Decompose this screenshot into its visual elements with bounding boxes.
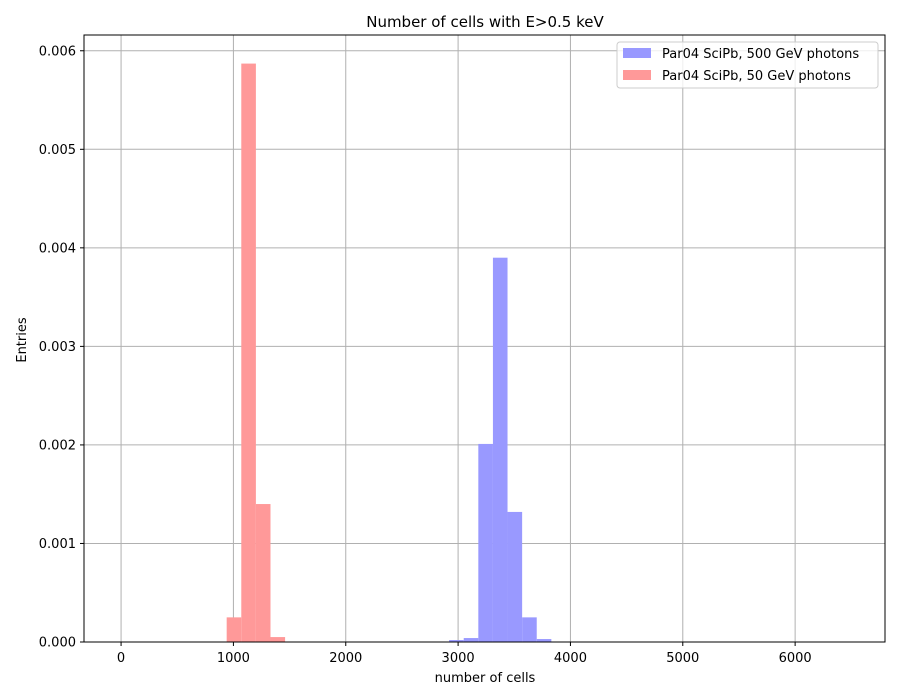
y-tick-label: 0.001 xyxy=(39,537,76,552)
bar-500gev-2 xyxy=(478,443,493,642)
y-tick-label: 0.000 xyxy=(39,636,76,651)
legend: Par04 SciPb, 500 GeV photons Par04 SciPb… xyxy=(616,41,879,89)
bar-50gev-3 xyxy=(270,637,286,642)
legend-label-500gev: Par04 SciPb, 500 GeV photons xyxy=(662,47,859,62)
bar-50gev-2 xyxy=(255,504,271,642)
y-tick-label: 0.003 xyxy=(39,340,76,355)
x-tick-label: 0 xyxy=(117,651,125,666)
x-axis-ticks: 0 1000 2000 3000 4000 5000 6000 xyxy=(117,642,812,666)
x-tick-label: 6000 xyxy=(779,651,812,666)
bar-50gev-1 xyxy=(241,63,256,643)
x-tick-label: 1000 xyxy=(217,651,250,666)
plot-frame xyxy=(83,34,886,643)
x-tick-label: 2000 xyxy=(329,651,362,666)
bar-500gev-5 xyxy=(522,617,537,642)
y-axis-label: Entries xyxy=(15,317,30,363)
y-tick-label: 0.005 xyxy=(39,143,76,158)
bar-500gev-4 xyxy=(507,511,523,642)
x-tick-label: 4000 xyxy=(554,651,587,666)
legend-label-50gev: Par04 SciPb, 50 GeV photons xyxy=(662,69,851,84)
bar-500gev-3 xyxy=(492,257,508,642)
x-axis-label: number of cells xyxy=(435,671,536,686)
y-tick-label: 0.004 xyxy=(39,241,76,256)
bar-500gev-6 xyxy=(536,639,552,642)
bar-500gev-1 xyxy=(463,638,479,642)
chart-title: Number of cells with E>0.5 keV xyxy=(366,13,604,31)
x-tick-label: 5000 xyxy=(666,651,699,666)
x-tick-label: 3000 xyxy=(442,651,475,666)
legend-swatch-50gev xyxy=(623,70,651,80)
legend-swatch-500gev xyxy=(623,48,651,58)
legend-box xyxy=(616,41,879,89)
histogram-bars xyxy=(226,63,552,643)
y-tick-label: 0.002 xyxy=(39,438,76,453)
y-tick-label: 0.006 xyxy=(39,44,76,59)
bar-50gev-0 xyxy=(226,617,242,642)
bar-500gev-0 xyxy=(449,640,464,642)
y-axis-ticks: 0.000 0.001 0.002 0.003 0.004 0.005 0.006 xyxy=(39,44,84,651)
